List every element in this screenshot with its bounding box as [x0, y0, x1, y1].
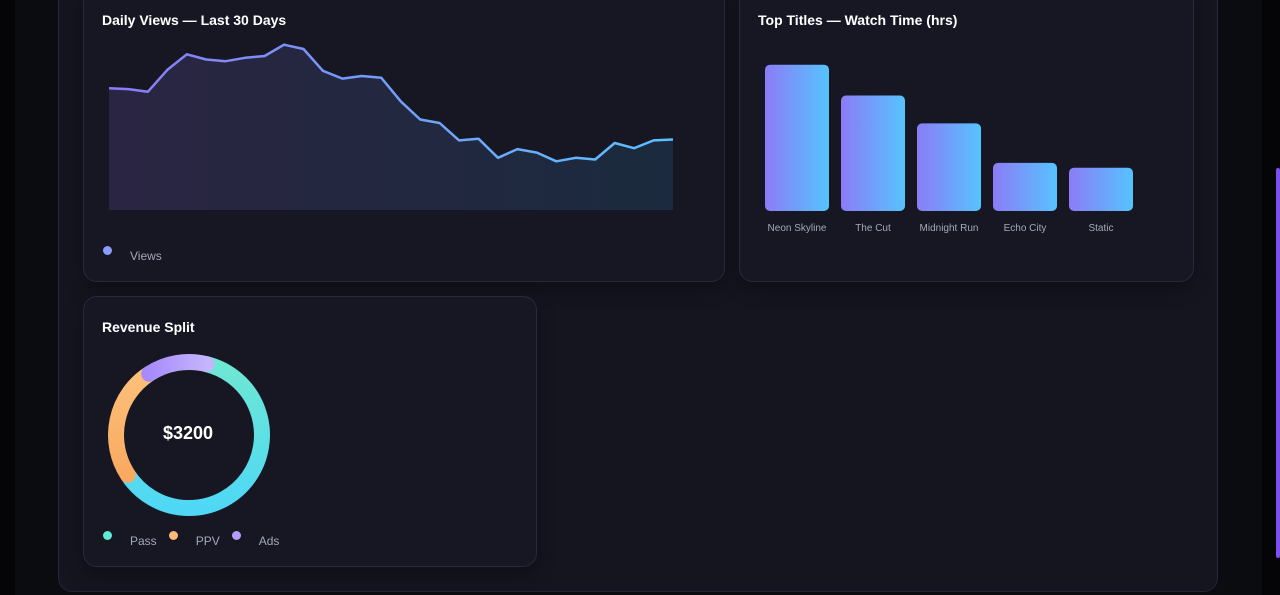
donut-slice-ppv	[108, 365, 158, 483]
legend-item-pass: Pass	[103, 531, 157, 548]
legend-label-pass: Pass	[130, 534, 157, 548]
top-titles-chart: Neon Skyline The Cut Midnight Run Echo City…	[765, 64, 1133, 234]
revenue-legend: Pass PPV Ads	[103, 531, 291, 548]
legend-item-ads: Ads	[231, 531, 280, 548]
daily-views-legend: Views	[103, 246, 174, 263]
bar-label: Neon Skyline	[768, 223, 827, 234]
legend-label-ppv: PPV	[195, 534, 220, 548]
views-point	[283, 44, 285, 46]
legend-dot-ads	[231, 531, 241, 540]
views-point	[147, 90, 149, 92]
bar-echo-city	[993, 162, 1057, 211]
daily-views-card: Daily Views — Last 30 Days Views	[83, 0, 725, 282]
views-area	[109, 44, 673, 211]
views-point	[400, 100, 402, 102]
views-point	[438, 122, 440, 124]
views-point	[263, 55, 265, 57]
views-point	[458, 139, 460, 141]
views-point	[516, 148, 518, 150]
bar-label: The Cut	[855, 223, 891, 234]
views-point	[186, 53, 188, 55]
views-point	[166, 69, 168, 71]
views-point	[555, 160, 557, 162]
donut-slice-ads	[141, 354, 215, 382]
views-point	[536, 151, 538, 153]
views-point	[108, 87, 110, 89]
views-point	[302, 48, 304, 50]
views-point	[380, 77, 382, 79]
right-edge	[1262, 0, 1280, 595]
views-point	[594, 158, 596, 160]
top-titles-card: Top Titles — Watch Time (hrs) Neon Skyli…	[739, 0, 1194, 282]
revenue-split-card: Revenue Split $3200 Pass PPV	[83, 296, 537, 567]
bar-static	[1069, 167, 1133, 211]
views-point	[672, 138, 674, 140]
views-point	[652, 139, 654, 141]
revenue-split-title: Revenue Split	[102, 319, 195, 335]
views-point	[613, 142, 615, 144]
legend-label-views: Views	[130, 249, 162, 263]
views-point	[205, 58, 207, 60]
revenue-split-chart	[108, 354, 270, 516]
views-point	[322, 70, 324, 72]
views-point	[361, 75, 363, 77]
left-edge	[0, 0, 15, 595]
legend-item-ppv: PPV	[168, 531, 220, 548]
legend-dot-pass	[103, 531, 112, 540]
legend-dot-views	[103, 246, 112, 255]
scrollbar-thumb[interactable]	[1276, 168, 1280, 558]
views-point	[244, 57, 246, 59]
bar-the-cut	[841, 95, 905, 211]
views-point	[224, 60, 226, 62]
bar-label: Midnight Run	[920, 223, 979, 234]
bar-label: Echo City	[1004, 223, 1047, 234]
views-point	[633, 147, 635, 149]
views-line	[108, 43, 674, 163]
bar-label: Static	[1088, 223, 1113, 234]
daily-views-chart	[108, 43, 674, 211]
top-titles-title: Top Titles — Watch Time (hrs)	[758, 12, 958, 28]
donut-slice-pass	[119, 356, 270, 516]
legend-item-views: Views	[103, 246, 162, 263]
legend-label-ads: Ads	[258, 534, 280, 548]
views-point	[575, 157, 577, 159]
legend-dot-ppv	[168, 531, 178, 540]
views-point	[477, 137, 479, 139]
bar-neon-skyline	[765, 64, 829, 211]
views-point	[341, 77, 343, 79]
views-point	[419, 118, 421, 120]
bar-midnight-run	[917, 123, 981, 211]
daily-views-title: Daily Views — Last 30 Days	[102, 12, 287, 28]
revenue-total: $3200	[162, 423, 214, 443]
views-point	[497, 157, 499, 159]
views-point	[127, 88, 129, 90]
